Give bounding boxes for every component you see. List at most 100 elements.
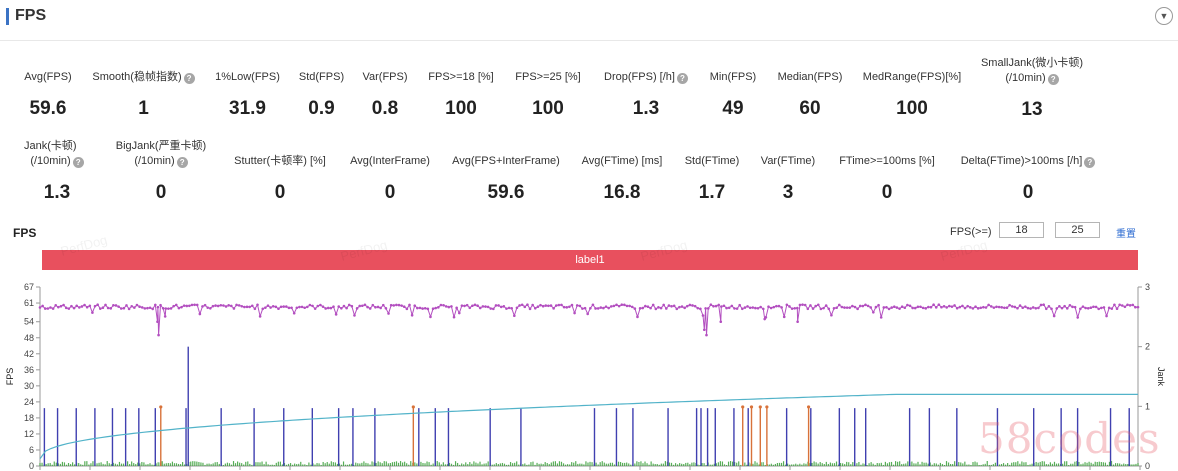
y-tick-label-right: 1 xyxy=(1145,401,1150,411)
fps-point xyxy=(219,303,223,307)
fps-point xyxy=(560,303,563,307)
help-icon[interactable]: ? xyxy=(1047,74,1059,85)
metric-fps-ge-25: FPS>=25 [%] 100 xyxy=(515,71,581,119)
metric-1pct-low: 1%Low(FPS) 31.9 xyxy=(215,71,280,119)
fps-point xyxy=(282,305,286,308)
fps-point xyxy=(80,305,84,308)
fps-point xyxy=(478,306,482,310)
fps-point xyxy=(350,304,354,308)
fps-point xyxy=(696,306,700,310)
fps-point xyxy=(657,306,660,309)
fps-point xyxy=(733,307,736,310)
fps-point xyxy=(796,320,799,324)
fps-point xyxy=(699,307,702,311)
fps-point xyxy=(1050,307,1053,311)
reset-button[interactable]: 重置 xyxy=(1116,229,1136,240)
label-band[interactable]: label1 xyxy=(42,250,1138,270)
fps-point xyxy=(337,305,341,308)
help-icon[interactable]: ? xyxy=(72,157,84,168)
metric-jank: Jank(卡顿) (/10min)? 1.3 xyxy=(16,139,98,204)
fps-point xyxy=(188,304,191,308)
y-tick-label-left: 24 xyxy=(24,397,34,407)
fps-point xyxy=(67,307,71,310)
fps-point xyxy=(756,306,760,310)
fps-point xyxy=(1060,306,1064,310)
fps-point xyxy=(630,305,634,309)
fps-point xyxy=(206,306,210,309)
fps-point xyxy=(1113,303,1116,307)
big-jank-marker xyxy=(807,405,811,409)
fps-threshold-high-input[interactable] xyxy=(1055,222,1100,238)
fps-point xyxy=(583,306,587,310)
fps-point xyxy=(746,305,749,308)
big-jank-marker xyxy=(749,405,754,409)
fps-point xyxy=(185,304,189,308)
fps-point xyxy=(1128,304,1132,307)
fps-point xyxy=(122,306,126,310)
fps-point xyxy=(717,303,721,307)
fps-point xyxy=(125,304,128,307)
fps-point xyxy=(117,305,120,308)
fps-point xyxy=(358,304,362,308)
fps-point xyxy=(573,311,576,315)
fps-point xyxy=(51,307,55,310)
fps-point xyxy=(300,305,304,309)
fps-point xyxy=(929,305,933,309)
fps-point xyxy=(497,304,500,307)
big-jank-marker xyxy=(159,405,163,409)
fps-point xyxy=(57,305,60,309)
fps-point xyxy=(308,303,312,307)
fps-point xyxy=(906,303,909,307)
fps-point xyxy=(1123,305,1127,309)
fps-point xyxy=(376,305,380,309)
fps-point xyxy=(533,306,537,310)
fps-point xyxy=(287,306,291,310)
fps-point xyxy=(824,304,828,307)
fps-point xyxy=(743,306,747,309)
fps-point xyxy=(968,306,972,309)
metric-fps-ge-18: FPS>=18 [%] 100 xyxy=(428,71,494,119)
fps-point xyxy=(971,307,975,310)
fps-point xyxy=(735,307,739,310)
fps-point xyxy=(712,304,715,308)
section-accent-bar xyxy=(6,8,9,25)
fps-point xyxy=(410,313,414,317)
fps-point xyxy=(248,305,251,309)
fps-point xyxy=(266,304,270,307)
fps-point xyxy=(879,316,883,319)
help-icon[interactable]: ? xyxy=(183,73,195,84)
chevron-down-icon[interactable]: ▼ xyxy=(1155,7,1173,25)
fps-point xyxy=(678,305,681,309)
fps-point xyxy=(163,315,167,318)
help-icon[interactable]: ? xyxy=(176,157,188,168)
fps-point xyxy=(64,306,68,310)
fps-point xyxy=(919,305,922,309)
fps-point xyxy=(877,303,880,307)
section-header: FPS ▼ xyxy=(0,0,1178,41)
fps-point xyxy=(180,305,183,309)
fps-point xyxy=(974,305,977,308)
fps-point xyxy=(955,306,959,310)
fps-point xyxy=(759,305,762,309)
fps-point xyxy=(714,304,718,308)
chart-title: FPS xyxy=(13,226,37,240)
fps-point xyxy=(1052,314,1056,318)
fps-point xyxy=(340,306,343,310)
big-jank-marker xyxy=(765,405,769,409)
fps-point xyxy=(439,303,443,307)
fps-point xyxy=(934,306,938,309)
help-icon[interactable]: ? xyxy=(676,73,688,84)
fps-threshold-low-input[interactable] xyxy=(999,222,1044,238)
fps-point xyxy=(222,304,225,307)
fps-point xyxy=(788,305,791,308)
fps-point xyxy=(644,304,647,308)
fps-point xyxy=(193,303,196,307)
help-icon[interactable]: ? xyxy=(1084,157,1096,168)
fps-point xyxy=(1089,306,1093,310)
y-tick-label-left: 18 xyxy=(24,413,34,423)
y-axis-label-right: Jank xyxy=(1156,367,1166,387)
y-tick-label-right: 2 xyxy=(1145,342,1150,352)
fps-point xyxy=(182,304,186,307)
fps-point xyxy=(256,303,259,307)
fps-point xyxy=(950,305,954,308)
